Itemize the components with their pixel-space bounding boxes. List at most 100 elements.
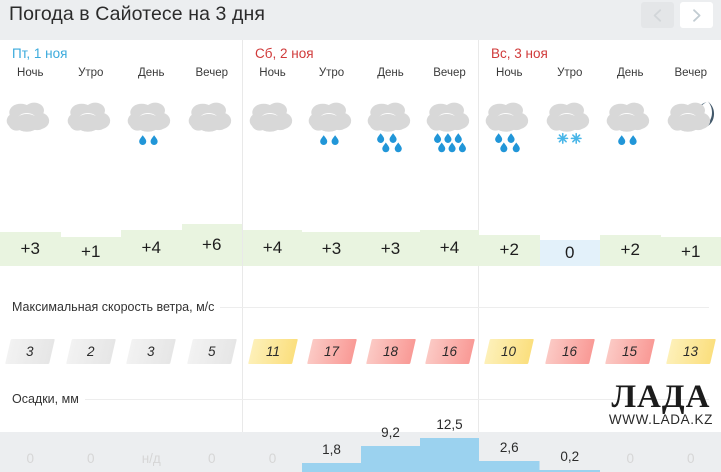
- temperature-cell: 0: [540, 240, 601, 266]
- precipitation-value: 0: [0, 451, 61, 466]
- precip-divider: [12, 399, 709, 400]
- part-of-day-label: Вечер: [182, 67, 243, 79]
- precipitation-value: 2,6: [479, 440, 540, 455]
- wind-speed-value: 16: [442, 344, 457, 359]
- watermark: ЛАДА WWW.LADA.KZ: [609, 382, 713, 428]
- cloud-rain-icon: [121, 92, 182, 156]
- wind-cell: 3: [121, 336, 182, 366]
- temperature-cell: +6: [182, 224, 243, 266]
- watermark-brand: ЛАДА: [609, 382, 713, 412]
- wind-cell: 17: [302, 336, 361, 366]
- precipitation-value: 0,2: [540, 449, 601, 464]
- part-of-day-label: Ночь: [0, 67, 61, 79]
- weather-icons-row: [0, 92, 721, 220]
- precipitation-value: 9,2: [361, 425, 420, 440]
- wind-speed-value: 10: [502, 344, 517, 359]
- wind-speed-badge: 5: [187, 339, 237, 364]
- part-of-day-label: День: [361, 67, 420, 79]
- precipitation-value: н/д: [121, 451, 182, 466]
- cloud-rain-icon: [361, 92, 420, 156]
- part-of-day-label: Утро: [302, 67, 361, 79]
- precipitation-value: 0: [182, 451, 243, 466]
- temperature-cell: +4: [420, 230, 479, 266]
- wind-speed-badge: 16: [545, 339, 595, 364]
- wind-cell: 18: [361, 336, 420, 366]
- temperature-cell: +3: [302, 232, 361, 266]
- wind-cell: 5: [182, 336, 243, 366]
- cloud-icon: [182, 92, 243, 156]
- day-title[interactable]: Вс, 3 ноя: [491, 46, 548, 61]
- wind-cell: 11: [243, 336, 302, 366]
- day-title[interactable]: Сб, 2 ноя: [255, 46, 314, 61]
- precipitation-value: 0: [61, 451, 122, 466]
- cloud-snow-icon: [540, 92, 601, 156]
- temperature-cell: +4: [243, 230, 302, 266]
- cloud-moon-icon: [661, 92, 721, 156]
- wind-speed-value: 3: [147, 344, 155, 359]
- weather-forecast-widget: Погода в Сайотесе на 3 дня Пт, 1 ноя Ночь…: [0, 0, 721, 432]
- wind-speed-badge: 3: [126, 339, 176, 364]
- precip-section-label: Осадки, мм: [12, 392, 85, 406]
- page-title: Погода в Сайотесе на 3 дня: [9, 3, 265, 26]
- temperature-cell: +1: [61, 237, 122, 266]
- cloud-rain-icon: [420, 92, 479, 156]
- part-of-day-label: Вечер: [420, 67, 479, 79]
- wind-speed-value: 13: [683, 344, 698, 359]
- wind-speed-badge: 13: [666, 339, 716, 364]
- day-title[interactable]: Пт, 1 ноя: [12, 46, 67, 61]
- precipitation-value: 1,8: [302, 442, 361, 457]
- cloud-rain-icon: [302, 92, 361, 156]
- temperature-cell: +1: [661, 237, 721, 266]
- wind-cell: 15: [600, 336, 661, 366]
- wind-speed-badge: 17: [307, 339, 357, 364]
- precipitation-value: 0: [600, 451, 661, 466]
- wind-speed-value: 16: [562, 344, 577, 359]
- part-of-day-label: Ночь: [479, 67, 540, 79]
- temperature-cell: +2: [479, 235, 540, 266]
- wind-speed-badge: 16: [425, 339, 475, 364]
- next-days-button[interactable]: [680, 2, 713, 28]
- cloud-icon: [243, 92, 302, 156]
- part-of-day-label: День: [121, 67, 182, 79]
- cloud-rain-icon: [479, 92, 540, 156]
- wind-cell: 13: [661, 336, 721, 366]
- part-of-day-label: День: [600, 67, 661, 79]
- part-of-day-label: Утро: [61, 67, 122, 79]
- precipitation-value: 0: [243, 451, 302, 466]
- wind-speed-value: 15: [623, 344, 638, 359]
- part-of-day-label: Утро: [540, 67, 601, 79]
- temperature-cell: +2: [600, 235, 661, 266]
- wind-speed-badge: 11: [248, 339, 298, 364]
- wind-speed-badge: 2: [66, 339, 116, 364]
- chevron-left-icon: [651, 8, 664, 23]
- wind-speed-badge: 3: [5, 339, 55, 364]
- cloud-rain-icon: [600, 92, 661, 156]
- watermark-url: WWW.LADA.KZ: [609, 412, 713, 428]
- chevron-right-icon: [690, 8, 703, 23]
- wind-section-label: Максимальная скорость ветра, м/с: [12, 300, 220, 314]
- temperature-cell: +3: [361, 232, 420, 266]
- wind-cell: 2: [61, 336, 122, 366]
- part-of-day-label: Ночь: [243, 67, 302, 79]
- wind-speed-value: 17: [324, 344, 339, 359]
- day-navigation: [641, 2, 713, 28]
- wind-row: 3 2 3 5 11 17 18 16 10 16 15 13: [0, 336, 721, 368]
- wind-speed-badge: 18: [366, 339, 416, 364]
- wind-speed-value: 18: [383, 344, 398, 359]
- cloud-icon: [61, 92, 122, 156]
- widget-header: Погода в Сайотесе на 3 дня: [0, 0, 721, 40]
- wind-speed-value: 5: [208, 344, 216, 359]
- wind-speed-value: 3: [26, 344, 34, 359]
- temperature-cell: +4: [121, 230, 182, 266]
- wind-speed-badge: 10: [484, 339, 534, 364]
- wind-cell: 10: [479, 336, 540, 366]
- prev-days-button[interactable]: [641, 2, 674, 28]
- wind-speed-value: 11: [265, 344, 279, 359]
- temperature-cell: +3: [0, 232, 61, 266]
- wind-cell: 16: [420, 336, 479, 366]
